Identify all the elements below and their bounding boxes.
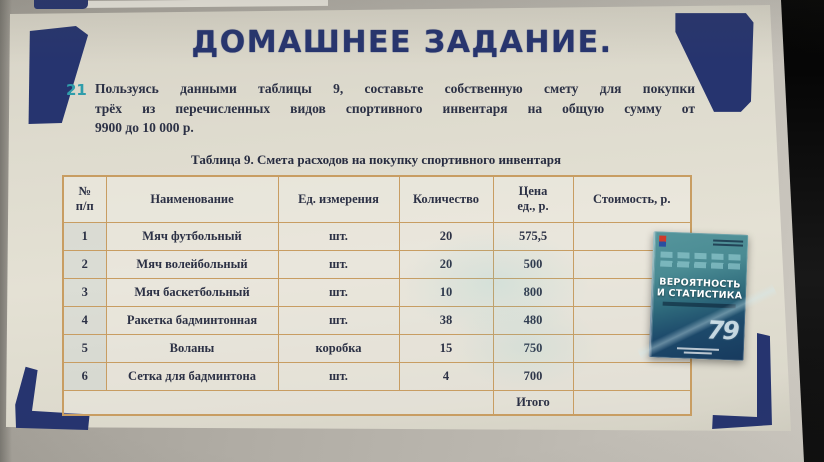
problem-number-badge: 21 bbox=[66, 81, 87, 99]
previous-slide-edge bbox=[60, 0, 328, 9]
publisher-logo-icon bbox=[658, 235, 667, 247]
cell-cost bbox=[572, 361, 692, 391]
cell-number: 2 bbox=[62, 249, 107, 279]
cell-quantity: 10 bbox=[398, 277, 494, 307]
cell-name: Ракетка бадминтонная bbox=[105, 305, 279, 335]
cell-price: 750 bbox=[492, 333, 574, 363]
total-value-cell bbox=[572, 389, 692, 416]
cell-quantity: 15 bbox=[398, 333, 494, 363]
cell-price: 575,5 bbox=[492, 221, 574, 251]
book-title: ВЕРОЯТНОСТЬ И СТАТИСТИКА bbox=[653, 276, 747, 302]
cell-quantity: 4 bbox=[398, 361, 494, 391]
book-cover: ВЕРОЯТНОСТЬ И СТАТИСТИКА 79 bbox=[636, 231, 778, 361]
book-title-line: И СТАТИСТИКА bbox=[656, 287, 743, 302]
table-row: 5 Воланы коробка 15 750 bbox=[62, 333, 692, 363]
cell-unit: шт. bbox=[277, 361, 400, 391]
table-row: 3 Мяч баскетбольный шт. 10 800 bbox=[62, 277, 692, 307]
cell-name: Воланы bbox=[105, 333, 279, 363]
expense-table: № п/п Наименование Ед. измерения Количес… bbox=[62, 175, 692, 416]
cell-number: 6 bbox=[62, 361, 107, 391]
cell-name: Сетка для бадминтона bbox=[105, 361, 279, 391]
header-cell-number: № п/п bbox=[62, 175, 107, 223]
header-cell-cost: Стоимость, р. bbox=[572, 175, 692, 223]
book-mosaic-pattern bbox=[660, 251, 742, 273]
problem-text: Пользуясь данными таблицы 9, составьте с… bbox=[95, 79, 695, 138]
table-row: 1 Мяч футбольный шт. 20 575,5 bbox=[62, 221, 692, 251]
cell-unit: коробка bbox=[277, 333, 400, 363]
cell-price: 480 bbox=[492, 305, 574, 335]
homework-title: ДОМАШНЕЕ ЗАДАНИЕ. bbox=[191, 25, 613, 60]
problem-line: трёх из перечисленных видов спортивного … bbox=[95, 100, 695, 116]
cell-price: 800 bbox=[492, 277, 574, 307]
cell-quantity: 20 bbox=[398, 249, 494, 279]
book-authors-text bbox=[712, 239, 744, 249]
table-caption: Таблица 9. Смета расходов на покупку спо… bbox=[190, 152, 562, 167]
cell-number: 1 bbox=[62, 221, 107, 251]
total-empty-span bbox=[62, 389, 494, 416]
book-footer-text bbox=[651, 346, 744, 356]
header-cell-quantity: Количество bbox=[398, 175, 494, 223]
cell-number: 5 bbox=[62, 333, 107, 363]
cell-quantity: 20 bbox=[398, 221, 494, 251]
header-cell-name: Наименование bbox=[105, 175, 279, 223]
problem-line: Пользуясь данными таблицы 9, составьте с… bbox=[95, 81, 695, 96]
cell-price: 700 bbox=[492, 361, 574, 391]
cell-quantity: 38 bbox=[398, 305, 494, 335]
cell-unit: шт. bbox=[277, 305, 400, 335]
cell-price: 500 bbox=[492, 249, 574, 279]
cell-unit: шт. bbox=[277, 221, 400, 251]
total-label: Итого bbox=[492, 389, 574, 416]
problem-line: 9900 до 10 000 р. bbox=[95, 120, 194, 135]
cell-name: Мяч футбольный bbox=[105, 221, 279, 251]
table-row: 6 Сетка для бадминтона шт. 4 700 bbox=[62, 361, 692, 391]
header-cell-unit: Ед. измерения bbox=[277, 175, 400, 223]
cell-name: Мяч волейбольный bbox=[105, 249, 279, 279]
previous-slide-corner bbox=[34, 0, 88, 9]
cell-unit: шт. bbox=[277, 249, 400, 279]
table-row: 2 Мяч волейбольный шт. 20 500 bbox=[62, 249, 692, 279]
table-row: 4 Ракетка бадминтонная шт. 38 480 bbox=[62, 305, 692, 335]
header-cell-price: Цена ед., р. bbox=[492, 175, 574, 223]
table-header-row: № п/п Наименование Ед. измерения Количес… bbox=[62, 175, 692, 223]
cell-number: 3 bbox=[62, 277, 107, 307]
cell-name: Мяч баскетбольный bbox=[105, 277, 279, 307]
cell-number: 4 bbox=[62, 305, 107, 335]
book-grade-numbers: 79 bbox=[706, 315, 739, 346]
total-row: Итого bbox=[62, 389, 692, 416]
cell-unit: шт. bbox=[277, 277, 400, 307]
